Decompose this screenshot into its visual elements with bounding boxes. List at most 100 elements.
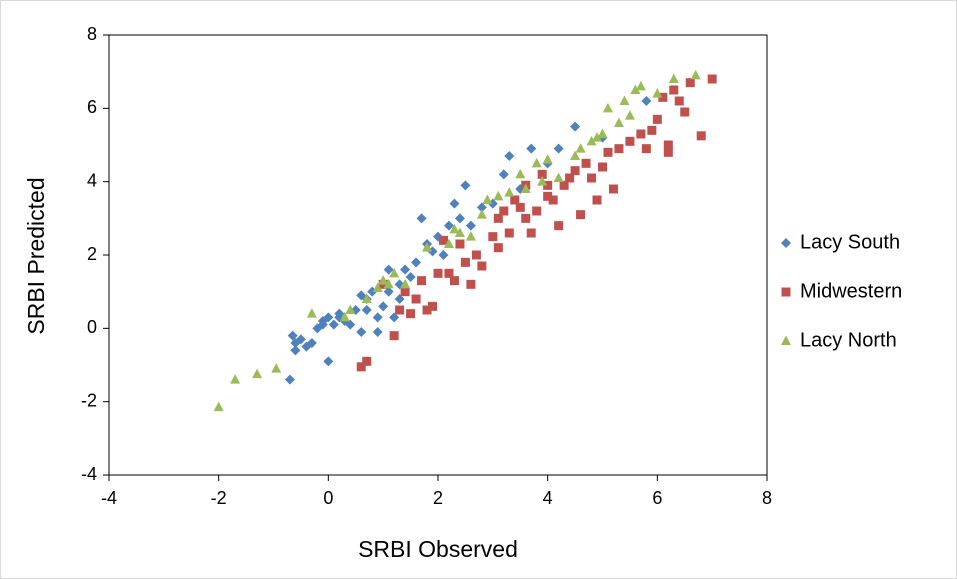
point	[295, 334, 306, 345]
point	[680, 107, 690, 117]
point	[317, 319, 328, 330]
point	[520, 183, 531, 193]
point	[493, 190, 504, 201]
point	[652, 114, 662, 124]
point	[504, 228, 514, 238]
point	[603, 147, 613, 157]
point	[542, 154, 553, 164]
point	[636, 129, 646, 139]
point	[356, 327, 367, 337]
point	[548, 195, 558, 205]
point	[477, 261, 487, 271]
point	[471, 250, 481, 260]
point	[416, 213, 427, 224]
point	[685, 78, 695, 88]
point	[383, 286, 394, 297]
point	[428, 301, 438, 311]
point	[641, 96, 652, 106]
point	[554, 221, 564, 231]
point	[389, 312, 400, 323]
point	[422, 242, 433, 252]
point	[575, 143, 586, 153]
point	[553, 172, 564, 182]
point	[361, 305, 372, 315]
point	[532, 206, 542, 216]
point	[586, 135, 597, 146]
point	[663, 147, 673, 157]
point	[455, 239, 465, 249]
point	[417, 276, 427, 286]
point	[290, 345, 301, 356]
point	[504, 151, 515, 161]
point	[406, 309, 416, 319]
x-tick-label: -2	[211, 488, 227, 508]
point	[608, 184, 618, 194]
point	[597, 128, 608, 138]
point	[652, 88, 663, 98]
point	[531, 157, 542, 168]
point	[378, 301, 389, 312]
y-tick-label: 0	[87, 317, 97, 337]
point	[625, 136, 635, 146]
point	[449, 223, 460, 234]
legend-label: Midwestern	[800, 280, 902, 302]
point	[641, 144, 651, 154]
point	[553, 143, 564, 154]
y-axis-title: SRBI Predicted	[23, 177, 49, 334]
point	[707, 74, 717, 84]
point	[537, 169, 547, 179]
point	[658, 92, 668, 102]
point	[400, 264, 411, 275]
point	[543, 191, 553, 201]
x-tick-label: 4	[543, 488, 553, 508]
point	[362, 356, 372, 366]
point	[323, 356, 334, 367]
point	[449, 198, 460, 209]
y-tick-label: 6	[87, 97, 97, 117]
point	[504, 187, 515, 197]
point	[460, 180, 471, 191]
point	[361, 293, 372, 303]
point	[372, 312, 383, 323]
point	[668, 73, 679, 83]
legend-marker	[781, 335, 791, 345]
point	[466, 279, 476, 289]
point	[213, 401, 224, 412]
point	[482, 194, 493, 204]
point	[306, 338, 317, 348]
point	[498, 169, 509, 180]
x-axis-title: SRBI Observed	[358, 536, 518, 562]
point	[635, 80, 646, 91]
point	[613, 117, 624, 127]
point	[602, 102, 613, 113]
point	[570, 150, 581, 160]
point	[476, 209, 487, 219]
point	[510, 195, 520, 205]
point	[493, 213, 503, 223]
point	[674, 96, 684, 106]
point	[537, 176, 548, 186]
y-tick-label: 4	[87, 170, 97, 190]
point	[476, 202, 487, 213]
point	[587, 173, 597, 183]
point	[328, 319, 339, 330]
point	[454, 213, 465, 224]
legend-label: Lacy North	[800, 329, 897, 351]
point	[454, 227, 465, 237]
point	[565, 173, 575, 183]
point	[444, 268, 454, 278]
point	[411, 257, 422, 268]
point	[383, 278, 394, 289]
point	[515, 202, 525, 212]
point	[598, 162, 607, 172]
point	[592, 132, 603, 142]
point	[433, 268, 443, 278]
point	[323, 312, 334, 323]
point	[647, 125, 657, 135]
point	[526, 228, 536, 238]
point	[252, 368, 263, 379]
point	[449, 276, 459, 286]
point	[230, 374, 241, 384]
point	[663, 140, 673, 150]
point	[345, 319, 356, 330]
